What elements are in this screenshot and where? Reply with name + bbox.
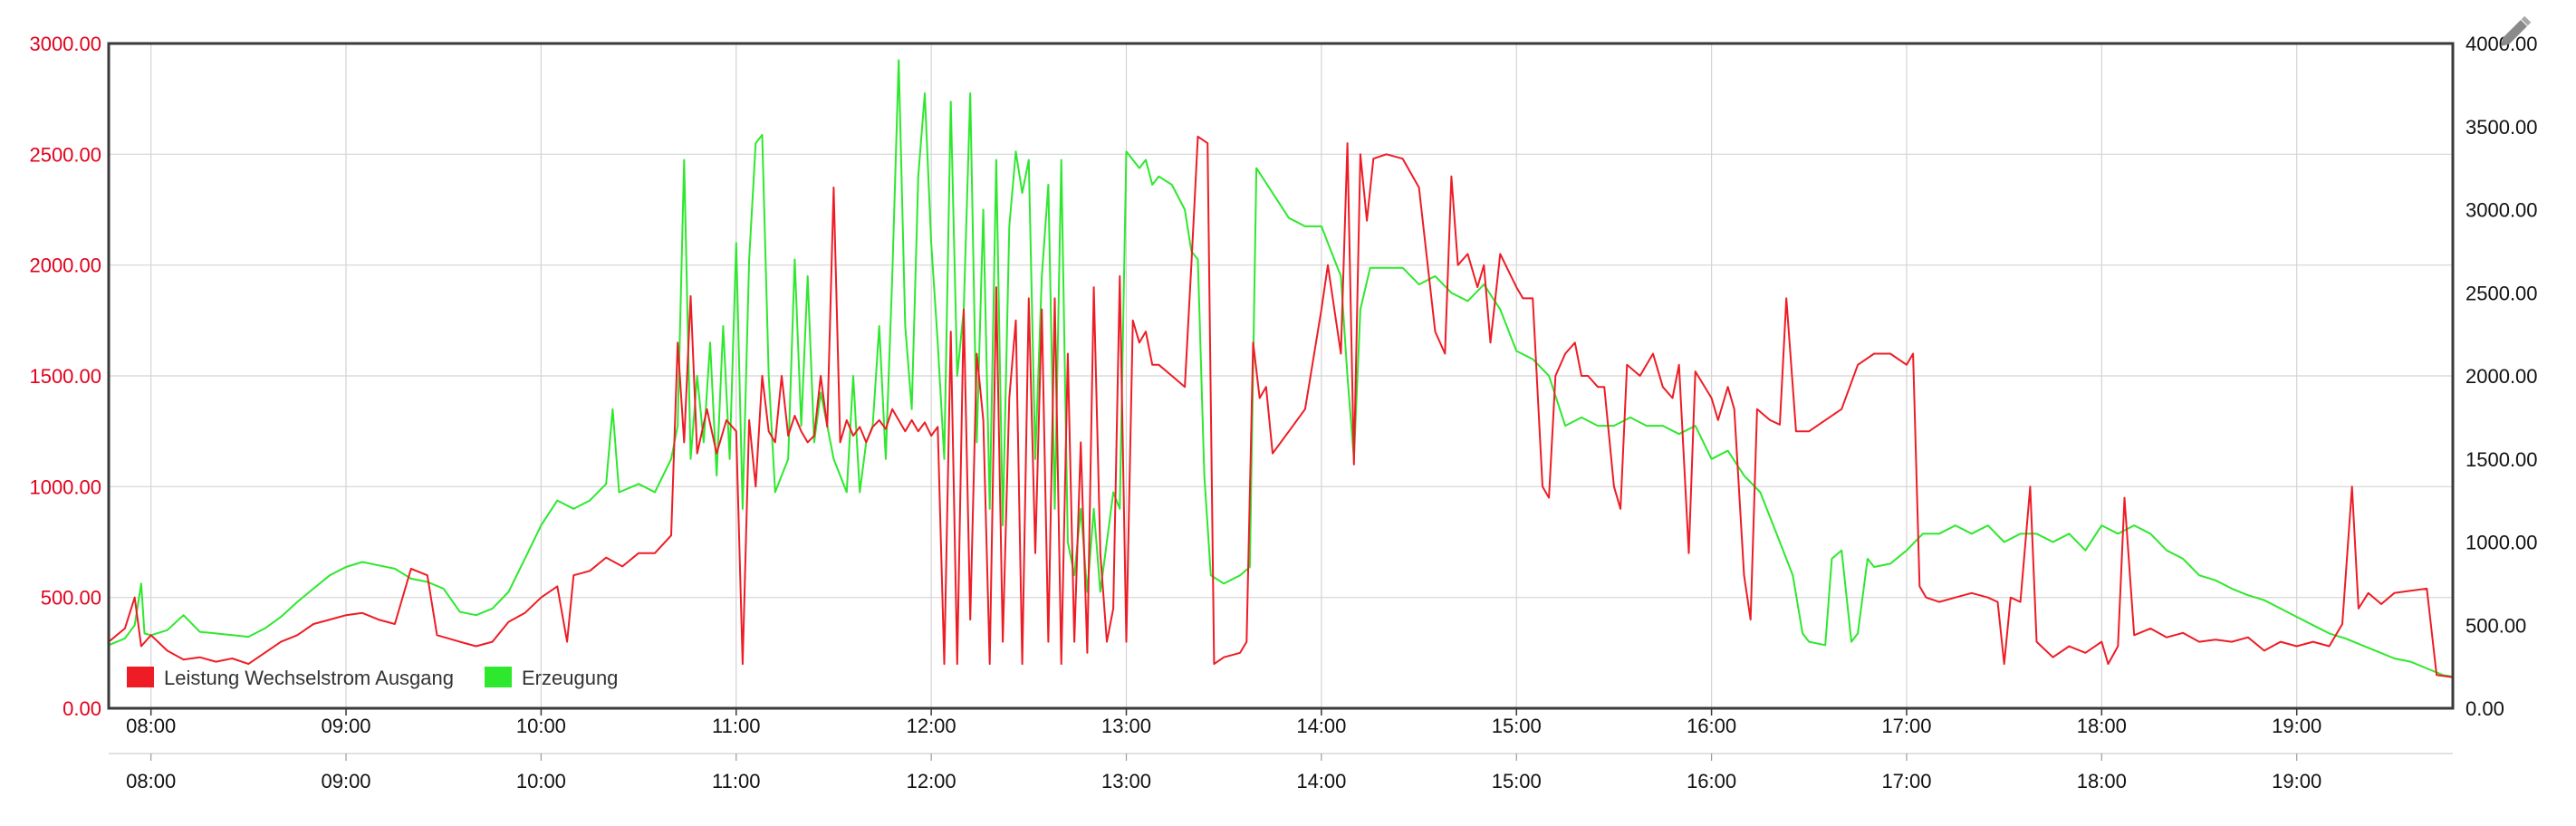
pencil-icon[interactable]: [2497, 15, 2532, 50]
secondary-x-tick-label: 12:00: [907, 770, 956, 792]
secondary-x-tick-label: 08:00: [126, 770, 176, 792]
right-y-tick-label: 0.00: [2465, 697, 2504, 720]
secondary-x-tick-label: 16:00: [1687, 770, 1736, 792]
right-y-tick-label: 1500.00: [2465, 448, 2538, 471]
secondary-x-tick-label: 13:00: [1101, 770, 1151, 792]
secondary-x-tick-label: 14:00: [1296, 770, 1346, 792]
series-layer: [108, 59, 2454, 678]
plot-frame: [107, 42, 2455, 710]
x-tick-label: 15:00: [1492, 715, 1542, 737]
legend-swatch: [485, 667, 512, 687]
left-y-tick-label: 1000.00: [29, 475, 101, 498]
secondary-x-tick-label: 17:00: [1881, 770, 1931, 792]
pencil-tip: [2501, 37, 2510, 46]
secondary-x-tick-label: 19:00: [2272, 770, 2321, 792]
left-y-tick-label: 2000.00: [29, 255, 101, 277]
legend-label: Leistung Wechselstrom Ausgang: [164, 667, 454, 689]
secondary-x-tick-label: 11:00: [712, 770, 760, 792]
series-line-erzeugung: [108, 59, 2454, 678]
x-tick-label: 10:00: [516, 715, 566, 737]
x-tick-label: 19:00: [2272, 715, 2321, 737]
legend[interactable]: Leistung Wechselstrom Ausgang Erzeugung: [127, 667, 618, 689]
secondary-x-tick-label: 10:00: [516, 770, 566, 792]
x-tick-label: 14:00: [1296, 715, 1346, 737]
right-y-tick-label: 3500.00: [2465, 116, 2538, 139]
secondary-x-tick-label: 09:00: [321, 770, 370, 792]
x-tick-label: 11:00: [712, 715, 760, 737]
left-y-tick-label: 2500.00: [29, 143, 101, 166]
left-y-tick-label: 500.00: [41, 587, 101, 610]
legend-item-erzeugung[interactable]: Erzeugung: [485, 667, 618, 689]
right-y-tick-label: 1000.00: [2465, 532, 2538, 554]
x-tick-label: 13:00: [1101, 715, 1151, 737]
legend-swatch: [127, 667, 154, 687]
x-tick-label: 09:00: [321, 715, 370, 737]
right-y-tick-label: 2500.00: [2465, 282, 2538, 304]
secondary-x-axis: 08:00 09:00 10:00 11:00 12:00 13:00 14:00 15:00…: [109, 753, 2453, 792]
secondary-x-tick-label: 15:00: [1492, 770, 1542, 792]
legend-item-leistung-wechselstrom-ausgang[interactable]: Leistung Wechselstrom Ausgang: [127, 667, 454, 689]
series-line-leistung-wechselstrom-ausgang: [108, 135, 2454, 678]
legend-label: Erzeugung: [522, 667, 618, 689]
pencil-eraser: [2521, 15, 2532, 26]
secondary-x-tick-label: 18:00: [2077, 770, 2127, 792]
x-tick-label: 17:00: [1881, 715, 1931, 737]
x-tick-label: 16:00: [1687, 715, 1736, 737]
right-y-tick-label: 3000.00: [2465, 199, 2538, 222]
pencil-body: [2503, 19, 2528, 44]
x-tick-label: 18:00: [2077, 715, 2127, 737]
right-y-tick-label: 2000.00: [2465, 365, 2538, 388]
x-axis: 08:00 09:00 10:00 11:00 12:00 13:00 14:00 15:00…: [126, 708, 2321, 737]
left-y-tick-label: 0.00: [62, 697, 101, 720]
x-tick-label: 08:00: [126, 715, 176, 737]
x-tick-label: 12:00: [907, 715, 956, 737]
left-y-axis: 0.00 500.00 1000.00 1500.00 2000.00 2500.00 30…: [29, 33, 101, 720]
right-y-tick-label: 500.00: [2465, 614, 2526, 637]
left-y-tick-label: 1500.00: [29, 365, 101, 388]
right-y-axis: 0.00 500.00 1000.00 1500.00 2000.00 2500.00 30…: [2465, 33, 2538, 720]
left-y-tick-label: 3000.00: [29, 33, 101, 55]
